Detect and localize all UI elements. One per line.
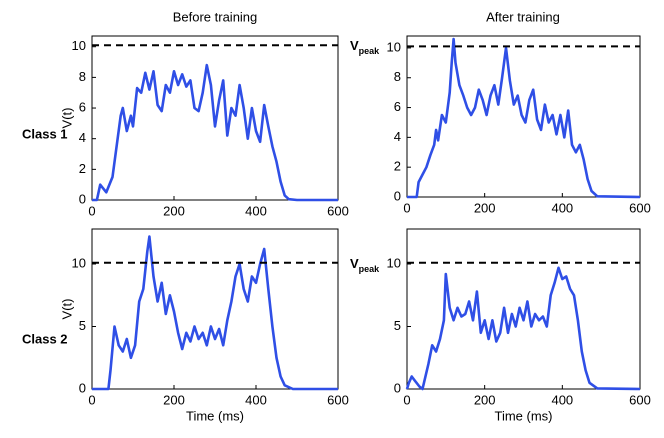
voltage-line <box>92 63 338 202</box>
threshold-label: Vpeak <box>350 256 380 274</box>
voltage-line <box>407 37 641 199</box>
x-tick-label: 600 <box>327 203 349 218</box>
row-label: Class 1 <box>22 126 68 141</box>
threshold-label-sub: peak <box>359 47 381 57</box>
y-tick-label: 8 <box>79 69 86 84</box>
column-title: Before training <box>173 9 258 24</box>
y-tick-label: 2 <box>394 159 401 174</box>
axes-frame <box>406 228 641 390</box>
y-tick-label: 6 <box>394 99 401 114</box>
y-tick-label: 5 <box>79 318 86 333</box>
y-tick-label: 8 <box>394 69 401 84</box>
y-axis-label: V(t) <box>59 108 74 129</box>
threshold-label-main: V <box>350 39 359 54</box>
y-tick-label: 4 <box>79 130 86 145</box>
y-tick-label: 10 <box>387 255 401 270</box>
threshold-label-sub: peak <box>359 264 381 274</box>
axes-frame <box>91 35 339 201</box>
y-tick-label: 0 <box>394 380 401 395</box>
y-tick-label: 10 <box>72 255 86 270</box>
x-tick-label: 400 <box>245 392 267 407</box>
x-tick-label: 600 <box>629 200 651 215</box>
threshold-label: Vpeak <box>350 39 380 57</box>
y-tick-label: 2 <box>79 161 86 176</box>
x-tick-label: 400 <box>551 200 573 215</box>
y-tick-label: 5 <box>394 318 401 333</box>
row-label: Class 2 <box>22 331 68 346</box>
y-tick-label: 0 <box>79 380 86 395</box>
x-tick-label: 0 <box>88 392 95 407</box>
y-tick-label: 10 <box>387 39 401 54</box>
y-tick-label: 0 <box>79 191 86 206</box>
x-tick-label: 200 <box>474 392 496 407</box>
x-tick-label: 400 <box>245 203 267 218</box>
x-tick-label: 400 <box>551 392 573 407</box>
y-tick-label: 0 <box>394 188 401 203</box>
x-tick-label: 0 <box>88 203 95 218</box>
y-axis-label: V(t) <box>59 299 74 320</box>
x-tick-label: 200 <box>163 392 185 407</box>
x-tick-label: 200 <box>163 203 185 218</box>
y-tick-label: 10 <box>72 38 86 53</box>
voltage-line <box>405 266 641 391</box>
x-tick-label: 0 <box>403 200 410 215</box>
threshold-label-main: V <box>350 256 359 271</box>
x-tick-label: 600 <box>629 392 651 407</box>
x-axis-label: Time (ms) <box>494 408 552 423</box>
axes-frame <box>406 35 641 198</box>
voltage-line <box>92 235 338 391</box>
y-tick-label: 4 <box>394 129 401 144</box>
column-title: After training <box>486 9 560 24</box>
y-tick-label: 6 <box>79 99 86 114</box>
x-tick-label: 0 <box>403 392 410 407</box>
x-axis-label: Time (ms) <box>186 408 244 423</box>
x-tick-label: 200 <box>474 200 496 215</box>
axes-frame <box>91 228 339 390</box>
x-tick-label: 600 <box>327 392 349 407</box>
